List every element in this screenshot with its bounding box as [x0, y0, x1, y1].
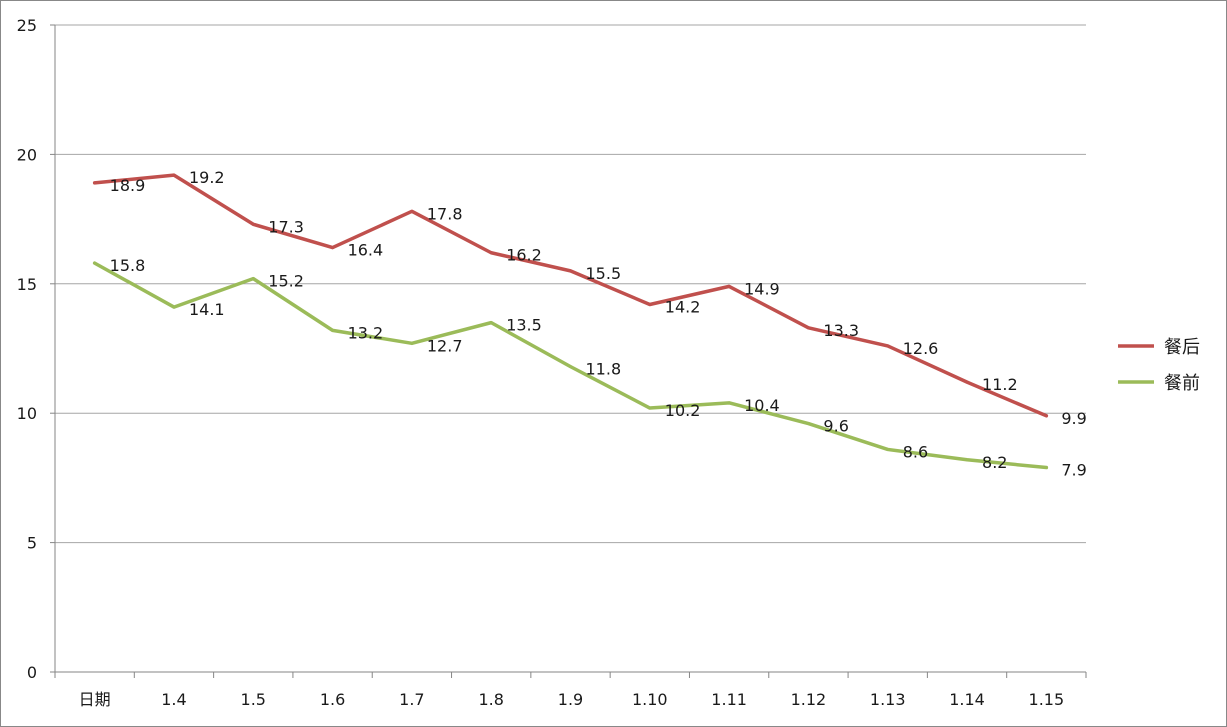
data-label: 11.2 — [982, 375, 1018, 394]
y-tick-label: 10 — [17, 404, 37, 423]
data-point — [569, 269, 572, 273]
data-point — [251, 222, 255, 226]
x-tick-label: 1.6 — [320, 690, 345, 709]
data-label: 9.9 — [1061, 409, 1086, 428]
data-labels: 18.9 19.2 17.3 16.4 17.8 16.2 15.5 14.2 14.9 13.3… — [110, 168, 1087, 479]
data-label: 15.2 — [268, 272, 304, 291]
data-point — [93, 261, 97, 265]
data-label: 12.6 — [903, 339, 939, 358]
data-point — [806, 326, 810, 330]
data-label: 13.3 — [823, 321, 859, 340]
data-label: 10.4 — [744, 396, 780, 415]
y-tick-label: 0 — [27, 663, 37, 682]
x-tick-label: 日期 — [79, 690, 111, 709]
data-point — [965, 458, 969, 462]
data-label: 17.8 — [427, 204, 463, 223]
data-point — [489, 321, 493, 325]
data-label: 7.9 — [1061, 461, 1086, 480]
data-point — [886, 447, 890, 451]
data-point — [331, 328, 335, 332]
data-label: 14.9 — [744, 279, 780, 298]
data-point — [1044, 466, 1048, 470]
legend-label: 餐前 — [1164, 373, 1200, 394]
data-label: 19.2 — [189, 168, 225, 187]
x-tick-label: 1.14 — [949, 690, 985, 709]
data-point — [886, 344, 890, 348]
data-label: 14.1 — [189, 300, 225, 319]
data-point — [410, 341, 414, 345]
x-tick-label: 1.5 — [241, 690, 266, 709]
x-tick-label: 1.13 — [870, 690, 906, 709]
data-point — [648, 406, 652, 410]
x-tick-label: 1.7 — [399, 690, 424, 709]
data-point — [410, 209, 414, 213]
data-label: 13.2 — [348, 323, 384, 342]
x-tick-label: 1.9 — [558, 690, 583, 709]
data-label: 11.8 — [586, 360, 622, 379]
data-point — [172, 173, 176, 177]
data-label: 9.6 — [823, 417, 848, 436]
data-label: 18.9 — [110, 176, 146, 195]
data-point — [569, 365, 572, 369]
data-point — [489, 251, 493, 255]
data-label: 16.4 — [348, 241, 384, 260]
x-tick-label: 1.12 — [791, 690, 827, 709]
x-tick-label: 1.10 — [632, 690, 668, 709]
x-tick-label: 1.8 — [478, 690, 503, 709]
x-tick-label: 1.4 — [161, 690, 186, 709]
data-label: 8.6 — [903, 442, 928, 461]
data-point — [93, 181, 97, 185]
series-line-0 — [92, 173, 1049, 418]
gridlines — [55, 24, 1086, 544]
y-tick-label: 20 — [17, 145, 37, 164]
y-tick-label: 15 — [17, 275, 37, 294]
data-point — [965, 380, 969, 384]
data-label: 10.2 — [665, 401, 701, 420]
data-point — [727, 401, 731, 405]
y-tick-label: 25 — [17, 16, 37, 35]
data-point — [172, 305, 176, 309]
data-label: 15.5 — [586, 264, 622, 283]
data-label: 15.8 — [110, 256, 146, 275]
data-label: 16.2 — [506, 246, 542, 265]
data-point — [251, 277, 255, 281]
series-lines — [92, 173, 1049, 470]
axes: 0 5 10 15 20 25 日期 1.4 1.5 1.6 1.7 1.8 1.9 1.10 1.11 1.… — [17, 16, 1087, 709]
data-point — [1044, 414, 1048, 418]
data-label: 13.5 — [506, 316, 542, 335]
x-tick-label: 1.11 — [711, 690, 747, 709]
x-tick-label: 1.15 — [1029, 690, 1065, 709]
y-tick-label: 5 — [27, 534, 37, 553]
data-label: 8.2 — [982, 453, 1007, 472]
data-point — [806, 422, 810, 426]
data-label: 17.3 — [268, 217, 304, 236]
data-point — [648, 303, 652, 307]
data-point — [331, 246, 335, 250]
legend-label: 餐后 — [1164, 337, 1200, 358]
data-label: 14.2 — [665, 298, 701, 317]
data-point — [727, 284, 731, 288]
data-label: 12.7 — [427, 336, 463, 355]
